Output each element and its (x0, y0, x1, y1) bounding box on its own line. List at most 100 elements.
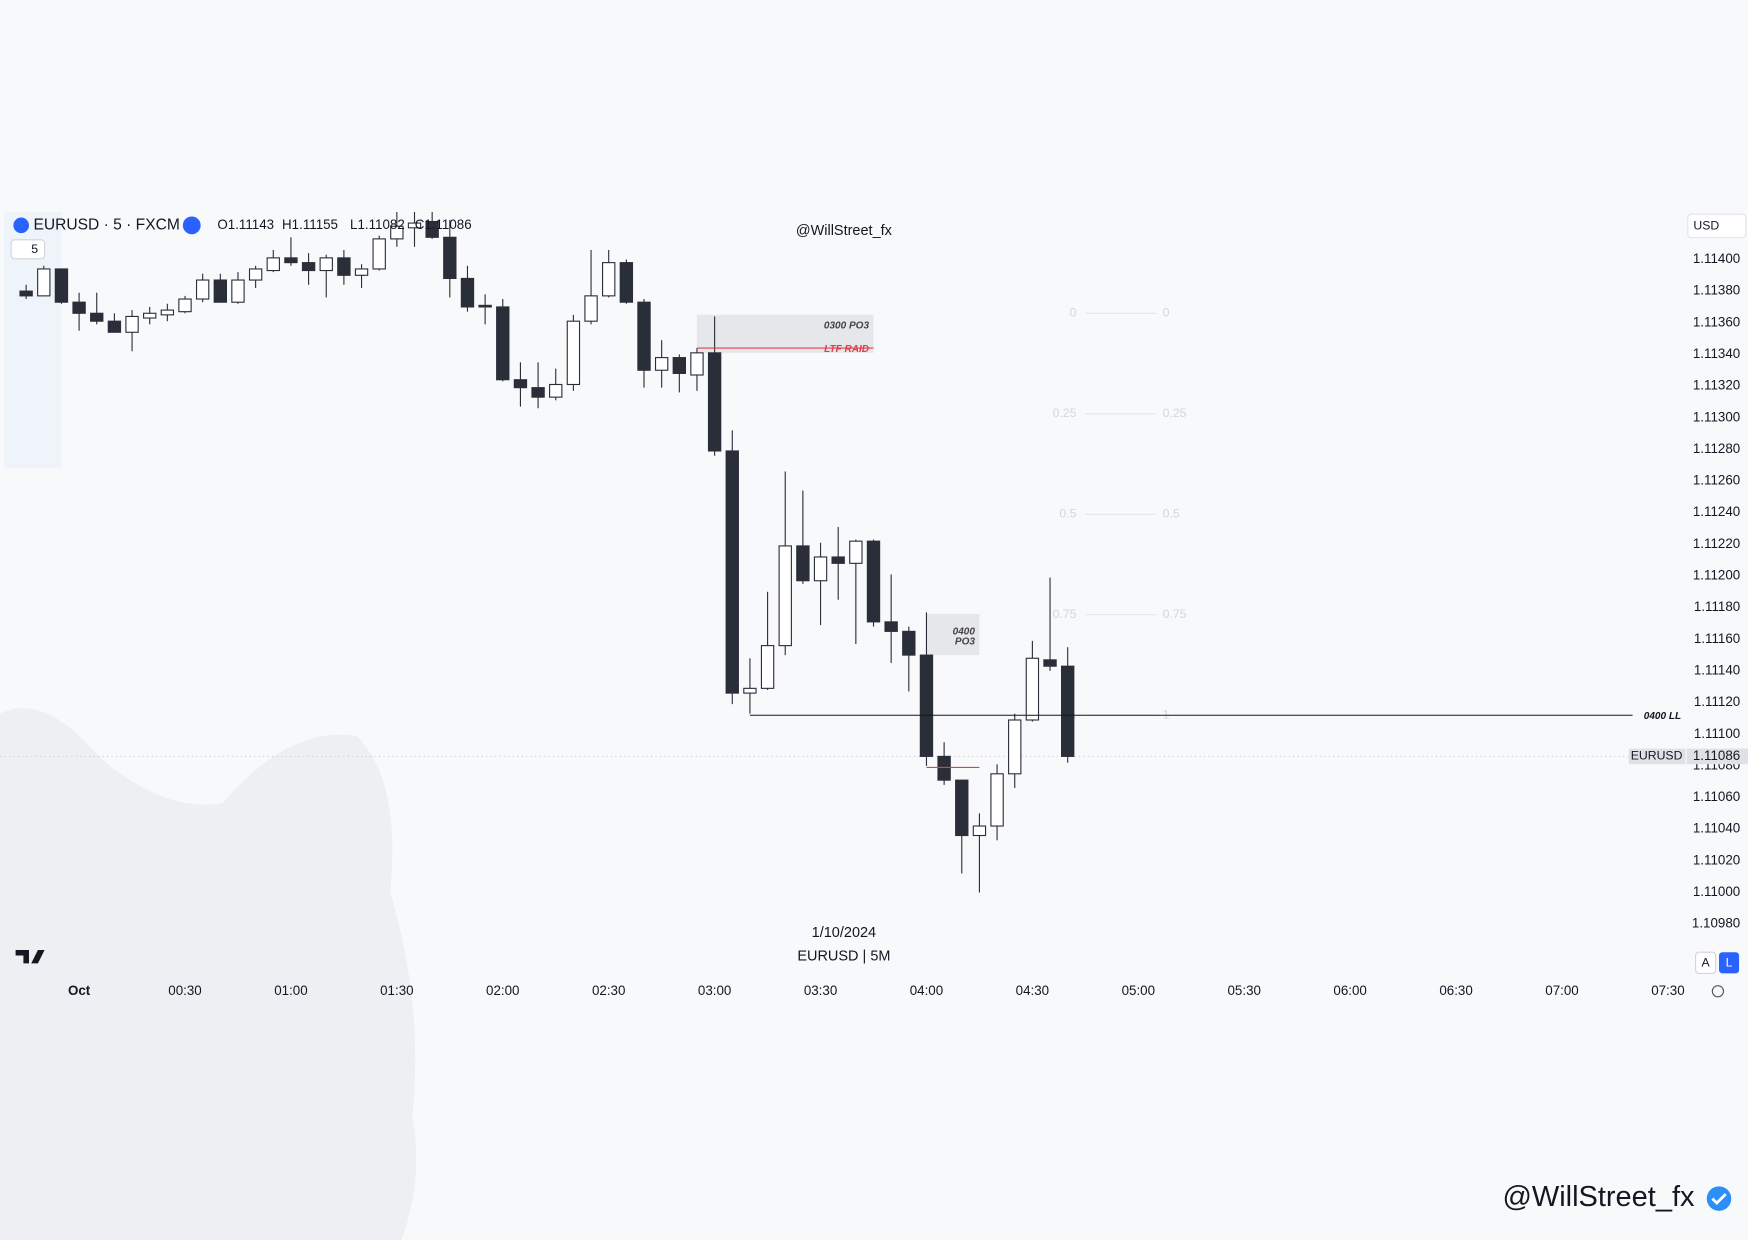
candle-body (496, 306, 510, 381)
y-tick-label: 1.11240 (1693, 504, 1740, 519)
candle-body (443, 236, 457, 280)
candle-body (19, 290, 33, 297)
ohlc-close: C1.11086 (415, 217, 472, 232)
x-tick-label: 05:30 (1228, 983, 1261, 998)
x-tick-label: 02:00 (486, 983, 519, 998)
y-tick-label: 1.11000 (1693, 884, 1740, 899)
zone-box (696, 314, 874, 353)
log-button[interactable] (1719, 952, 1740, 974)
y-tick-label: 1.11020 (1693, 852, 1740, 867)
x-tick-label: 07:30 (1651, 983, 1684, 998)
candle-body (531, 387, 545, 398)
candle-body (125, 315, 139, 333)
ohlc-low: L1.11082 (350, 217, 405, 232)
auto-button[interactable] (1695, 951, 1717, 974)
candle-body (1061, 665, 1075, 757)
candle-body (972, 825, 987, 837)
fib-label: 0.5 (1059, 506, 1076, 520)
fib-label: 0 (1163, 306, 1170, 320)
y-tick-label: 1.11060 (1693, 789, 1740, 804)
settings-icon[interactable] (1711, 985, 1725, 998)
candle-body (866, 540, 881, 623)
signature: @WillStreet_fx (1502, 1181, 1695, 1213)
x-tick-label: 06:00 (1333, 983, 1366, 998)
zone-label: PO3 (955, 636, 975, 647)
y-tick-label: 1.11220 (1693, 536, 1740, 551)
y-tick-label: 1.11380 (1693, 283, 1740, 298)
interval-box[interactable] (10, 239, 46, 260)
candle-body (354, 268, 369, 276)
log-label: L (1726, 956, 1733, 970)
candle-body (743, 687, 757, 694)
candle-body (178, 298, 192, 313)
x-tick-label: 03:30 (804, 983, 837, 998)
candle-body (266, 257, 280, 272)
x-tick-label: 01:00 (274, 983, 307, 998)
candle-body (460, 277, 475, 308)
zone-label: 0300 PO3 (824, 321, 870, 332)
last-price-box (1686, 748, 1748, 765)
symbol-icon (13, 217, 29, 234)
auto-label: A (1702, 956, 1711, 970)
candle-body (248, 268, 263, 281)
verified-badge (1706, 1186, 1732, 1211)
currency-select[interactable] (1687, 213, 1747, 239)
candle-body (513, 379, 528, 389)
y-tick-label: 1.11140 (1694, 662, 1740, 677)
candle-body (549, 383, 563, 398)
candle-body (301, 262, 316, 272)
level-label: 0400 LL (1644, 711, 1681, 722)
candle-body (390, 225, 404, 240)
candle-body (425, 220, 439, 238)
candle-body (37, 268, 51, 297)
y-tick-label: 1.11180 (1694, 599, 1740, 614)
candle-body (1008, 719, 1022, 775)
candle-body (1043, 659, 1057, 667)
y-tick-label: 1.11260 (1693, 473, 1740, 488)
y-tick-label: 1.11200 (1693, 568, 1740, 583)
watermark: @WillStreet_fx (796, 223, 893, 239)
level-label: LTF RAID (824, 344, 869, 355)
zone-label: 0400 (953, 626, 976, 637)
candle-body (760, 645, 775, 689)
last-price-symbol-box (1628, 748, 1686, 765)
candle-body (725, 450, 739, 694)
tv-logo (15, 949, 45, 964)
candle-body (602, 262, 616, 297)
fib-label: 0.25 (1053, 406, 1077, 420)
x-tick-label: 02:30 (592, 983, 625, 998)
candle-body (813, 556, 828, 582)
candle-body (90, 312, 104, 322)
candle-body (566, 320, 581, 386)
candle-body (407, 222, 422, 229)
candle-body (160, 309, 175, 316)
fib-label: 1 (1163, 707, 1170, 721)
candle-body (54, 268, 69, 303)
replay-button[interactable] (182, 216, 201, 235)
last-price-label: 1.11086 (1693, 748, 1740, 763)
y-tick-label: 1.11320 (1693, 378, 1740, 393)
fib-label: 0.5 (1163, 506, 1180, 520)
x-tick-label: 05:00 (1122, 983, 1155, 998)
x-tick-label: 04:00 (910, 983, 943, 998)
candle-body (637, 301, 651, 371)
candle-body (619, 262, 634, 303)
fib-label: 0 (1070, 306, 1077, 320)
last-price-symbol: EURUSD (1631, 749, 1683, 763)
candle-body (337, 257, 351, 276)
x-tick-label: Oct (68, 983, 91, 998)
y-tick-label: 1.11040 (1693, 821, 1740, 836)
candle-body (143, 312, 157, 319)
caption: EURUSD | 5M (797, 948, 890, 964)
y-tick-label: 1.10980 (1692, 916, 1740, 931)
y-tick-label: 1.11160 (1694, 631, 1740, 646)
y-tick-label: 1.11400 (1693, 251, 1740, 266)
candle-body (478, 304, 492, 308)
candle-body (672, 357, 687, 374)
y-tick-label: 1.11300 (1693, 409, 1740, 424)
verified-check (1711, 1193, 1727, 1206)
candle-body (831, 556, 845, 564)
candle-body (284, 257, 298, 264)
